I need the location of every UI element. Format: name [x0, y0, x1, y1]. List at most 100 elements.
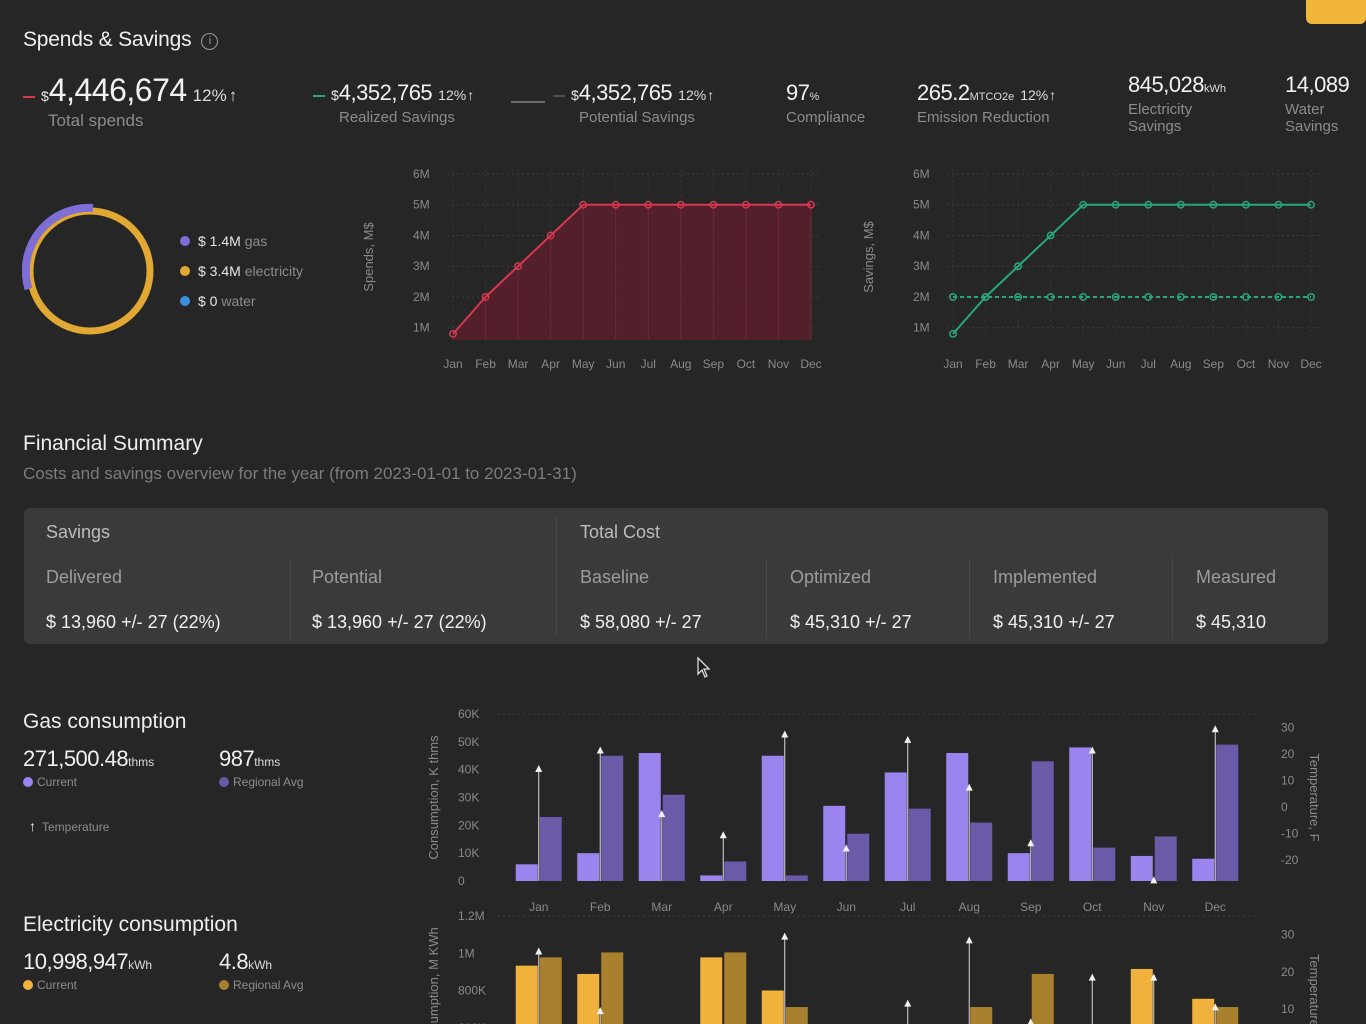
data-point: [807, 200, 815, 209]
currency: $: [571, 87, 579, 103]
data-point: [1307, 200, 1315, 209]
data-point: [709, 200, 718, 209]
section-title: Spends & Savings i: [23, 28, 219, 52]
y2-tick-label: -10: [1281, 826, 1299, 840]
legend-label: electricity: [244, 263, 304, 279]
bar-current: [1007, 853, 1030, 881]
temperature-marker: [1027, 839, 1035, 847]
y-tick-label: 800K: [458, 984, 486, 998]
cell-potential: $ 13,960 +/- 27 (22%): [312, 612, 487, 632]
legend-amount: $ 0: [198, 293, 218, 309]
temperature-marker: [596, 746, 604, 754]
x-tick-label: Nov: [1143, 900, 1164, 914]
bar-current: [884, 772, 907, 881]
x-tick-label: Nov: [1268, 357, 1289, 371]
x-tick-label: Feb: [475, 357, 496, 371]
spends-chart: 6M 5M 4M 3M 2M 1M Jan Feb Mar Apr May Jun Jul Aug Sep O…: [361, 167, 822, 371]
y-tick-label: 60K: [458, 707, 479, 721]
x-tick-label: Mar: [508, 357, 529, 371]
column-divider: [1172, 558, 1173, 638]
data-point: [1241, 200, 1250, 209]
kpi-potential-savings: $4,352,765 12%↑ Potential Savings: [553, 80, 714, 127]
column-divider: [290, 558, 291, 638]
electricity-regional-stat: 4.8kWh Regional Avg: [219, 949, 304, 992]
temperature-marker: [658, 810, 666, 818]
bar-regional: [662, 794, 685, 881]
bar-regional: [1031, 761, 1054, 881]
data-point: [449, 329, 457, 338]
legend-label: gas: [244, 233, 268, 249]
info-icon[interactable]: i: [201, 33, 219, 50]
bar-regional: [539, 816, 562, 881]
y-tick-label: 40K: [458, 763, 479, 777]
x-tick-label: Mar: [651, 900, 672, 914]
bar-regional: [970, 1007, 993, 1024]
cell-measured: $ 45,310: [1196, 612, 1267, 632]
y-tick-label: 6M: [413, 167, 430, 181]
financial-summary-title: Financial Summary: [23, 432, 203, 455]
regional-dot: [219, 777, 229, 787]
donut-electricity-arc[interactable]: [26, 207, 154, 335]
x-tick-label: May: [572, 357, 595, 371]
data-point: [1176, 200, 1185, 209]
stat-label: Regional Avg: [233, 775, 304, 789]
stat-value: 987: [219, 746, 255, 771]
bar-current: [1192, 858, 1215, 881]
regional-dot: [219, 980, 229, 990]
temperature-marker: [1150, 973, 1158, 981]
kpi-total-spends: $4,446,674 12% ↑ Total spends: [23, 72, 237, 130]
kpi-label: Savings: [1285, 118, 1339, 135]
profile-badge[interactable]: [1306, 0, 1366, 24]
potential-legend-dash: [553, 94, 565, 97]
water-dot: [180, 296, 190, 306]
column-header-optimized: Optimized: [790, 567, 872, 587]
legend-amount: $ 3.4M: [198, 263, 241, 279]
kpi-label: Electricity: [1128, 101, 1193, 118]
column-header-measured: Measured: [1196, 567, 1277, 587]
y2-tick-label: -20: [1281, 853, 1299, 867]
y2-tick-label: 30: [1281, 928, 1295, 942]
stat-label: Regional Avg: [233, 978, 304, 992]
legend-label: water: [221, 293, 256, 309]
kpi-value: 4,352,765: [578, 80, 673, 105]
spend-legend-dash: [23, 95, 35, 98]
data-point: [644, 200, 653, 209]
temperature-marker-icon: ↑: [29, 818, 36, 834]
donut-gas-arc[interactable]: [22, 203, 94, 291]
y-tick-label: 6M: [913, 167, 930, 181]
y-tick-label: 20K: [458, 818, 479, 832]
bar-current: [515, 864, 538, 881]
y-tick-label: 1.2M: [458, 909, 485, 923]
x-tick-label: Jun: [606, 357, 625, 371]
legend-electricity: $ 3.4M electricity: [180, 263, 303, 279]
x-tick-label: Oct: [1237, 357, 1256, 371]
kpi-label: Savings: [1128, 118, 1182, 135]
column-divider: [969, 558, 970, 638]
y-axis-label: Spends, M$: [361, 222, 376, 292]
y-tick-label: 1M: [458, 946, 475, 960]
spend-donut-chart: [22, 203, 154, 335]
legend-gas: $ 1.4M gas: [180, 233, 267, 249]
temperature-marker: [965, 936, 973, 944]
column-header-delivered: Delivered: [46, 567, 123, 587]
temperature-marker: [1211, 725, 1219, 733]
bar-regional: [847, 833, 870, 881]
kpi-value: 265.2: [917, 80, 970, 105]
y2-tick-label: 20: [1281, 747, 1295, 761]
x-tick-label: Apr: [714, 900, 733, 914]
stat-unit: thms: [128, 755, 155, 769]
bar-regional: [1031, 973, 1054, 1024]
data-point: [949, 293, 957, 301]
temperature-marker: [1088, 973, 1096, 981]
spends-savings-title: Spends & Savings: [23, 28, 192, 51]
area-fill: [453, 204, 811, 340]
x-tick-label: May: [1072, 357, 1095, 371]
kpi-label: Compliance: [786, 109, 866, 126]
data-point: [1111, 293, 1120, 301]
temperature-marker: [719, 831, 727, 839]
bar-current: [577, 853, 600, 881]
data-point: [774, 200, 783, 209]
data-point: [1111, 200, 1120, 209]
x-tick-label: Feb: [590, 900, 611, 914]
x-tick-label: Apr: [541, 357, 560, 371]
